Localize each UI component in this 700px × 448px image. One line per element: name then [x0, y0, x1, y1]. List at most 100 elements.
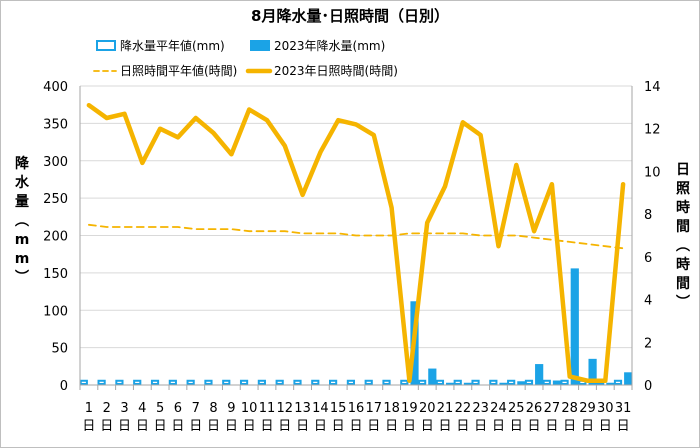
x-tick-label: 16 日: [348, 401, 365, 434]
right-tick-label: 8: [644, 208, 652, 223]
bar-normal-rainfall: [275, 379, 284, 385]
bar-normal-rainfall: [471, 379, 480, 385]
bar-normal-rainfall: [507, 379, 516, 385]
x-tick-label: 28 日: [561, 401, 578, 434]
bar-normal-rainfall: [311, 379, 320, 385]
left-tick-label: 50: [51, 342, 68, 357]
bar-normal-rainfall: [329, 379, 338, 385]
left-tick-label: 0: [60, 379, 68, 394]
bar-rainfall-2023: [428, 368, 437, 385]
right-tick-label: 6: [644, 251, 652, 266]
bar-rainfall-2023: [535, 364, 544, 385]
right-tick-label: 2: [644, 336, 652, 351]
bar-rainfall-2023: [588, 358, 597, 385]
bar-normal-rainfall: [293, 379, 302, 385]
bar-rainfall-2023: [463, 382, 473, 385]
legend-label: 日照時間平年値(時間): [120, 63, 237, 78]
x-tick-label: 21 日: [437, 401, 454, 434]
bar-normal-rainfall: [115, 379, 124, 385]
bar-normal-rainfall: [382, 379, 391, 385]
bar-rainfall-2023: [624, 372, 633, 385]
x-tick-label: 15 日: [330, 401, 347, 434]
bar-rainfall-2023: [606, 382, 615, 385]
bar-normal-rainfall: [435, 379, 445, 385]
line-sunshine-2023: [86, 102, 626, 383]
x-tick-label: 12 日: [277, 401, 294, 434]
x-tick-label: 30 日: [597, 401, 614, 434]
legend-swatch-normal-rainfall: [96, 40, 116, 51]
right-axis-title: 日照時間︵時間︶: [675, 162, 690, 311]
bar-normal-rainfall: [239, 379, 249, 385]
bar-normal-rainfall: [364, 379, 373, 385]
left-axis-title: 降水量︵ m m ︶: [14, 155, 30, 286]
x-tick-label: 20 日: [419, 401, 436, 434]
lines: [86, 102, 626, 383]
left-tick-label: 100: [43, 304, 68, 319]
x-tick-label: 10 日: [241, 401, 258, 434]
bar-normal-rainfall: [418, 379, 427, 385]
x-tick-label: 13 日: [294, 401, 311, 434]
chart-title: 8月降水量･日照時間（日別）: [251, 7, 449, 25]
left-tick-label: 300: [43, 155, 68, 170]
x-tick-label: 17 日: [366, 401, 383, 434]
x-tick-label: 22 日: [455, 401, 472, 434]
bar-normal-rainfall: [186, 379, 195, 385]
legend-swatch-rainfall-2023: [250, 40, 270, 51]
x-tick-label: 14 日: [312, 401, 329, 434]
right-tick-label: 4: [644, 294, 652, 309]
x-tick-label: 26 日: [526, 401, 543, 434]
bar-rainfall-2023: [570, 268, 579, 385]
bar-rainfall-2023: [517, 381, 526, 385]
bar-normal-rainfall: [79, 379, 88, 385]
bar-normal-rainfall: [168, 379, 177, 385]
x-tick-label: 31 日: [615, 401, 632, 434]
left-tick-label: 350: [43, 117, 68, 132]
bar-rainfall-2023: [552, 380, 562, 385]
bar-normal-rainfall: [560, 379, 569, 385]
bar-normal-rainfall: [97, 379, 106, 385]
x-tick-label: 25 日: [508, 401, 525, 434]
bar-normal-rainfall: [257, 379, 266, 385]
bar-rainfall-2023: [499, 382, 508, 385]
x-tick-label: 18 日: [383, 401, 400, 434]
left-tick-label: 250: [43, 192, 68, 207]
bar-rainfall-2023: [446, 382, 455, 385]
bar-normal-rainfall: [346, 379, 355, 385]
legend-label: 降水量平年値(mm): [120, 38, 225, 53]
legend: 降水量平年値(mm) 2023年降水量(mm) 日照時間平年値(時間) 2023年日照…: [93, 38, 398, 78]
bar-normal-rainfall: [150, 379, 160, 385]
bar-normal-rainfall: [613, 379, 623, 385]
x-tick-label: 29 日: [579, 401, 596, 434]
x-tick-label: 27 日: [544, 401, 561, 434]
x-tick-label: 11 日: [259, 401, 276, 434]
x-tick-label: 23 日: [472, 401, 489, 434]
left-tick-label: 200: [43, 230, 68, 245]
right-tick-label: 12: [644, 123, 661, 138]
bar-normal-rainfall: [453, 379, 462, 385]
right-tick-label: 0: [644, 379, 652, 394]
legend-label: 2023年日照時間(時間): [274, 64, 398, 78]
bar-normal-rainfall: [542, 379, 551, 385]
axes: [79, 86, 633, 390]
right-tick-label: 14: [644, 80, 661, 95]
legend-label: 2023年降水量(mm): [274, 39, 385, 53]
line-normal-sunshine: [88, 223, 624, 250]
bar-normal-rainfall: [133, 379, 142, 385]
x-tick-label: 24 日: [490, 401, 507, 434]
right-tick-label: 10: [644, 165, 661, 180]
bar-normal-rainfall: [400, 379, 409, 385]
left-tick-label: 150: [43, 267, 68, 282]
bar-normal-rainfall: [489, 379, 498, 385]
